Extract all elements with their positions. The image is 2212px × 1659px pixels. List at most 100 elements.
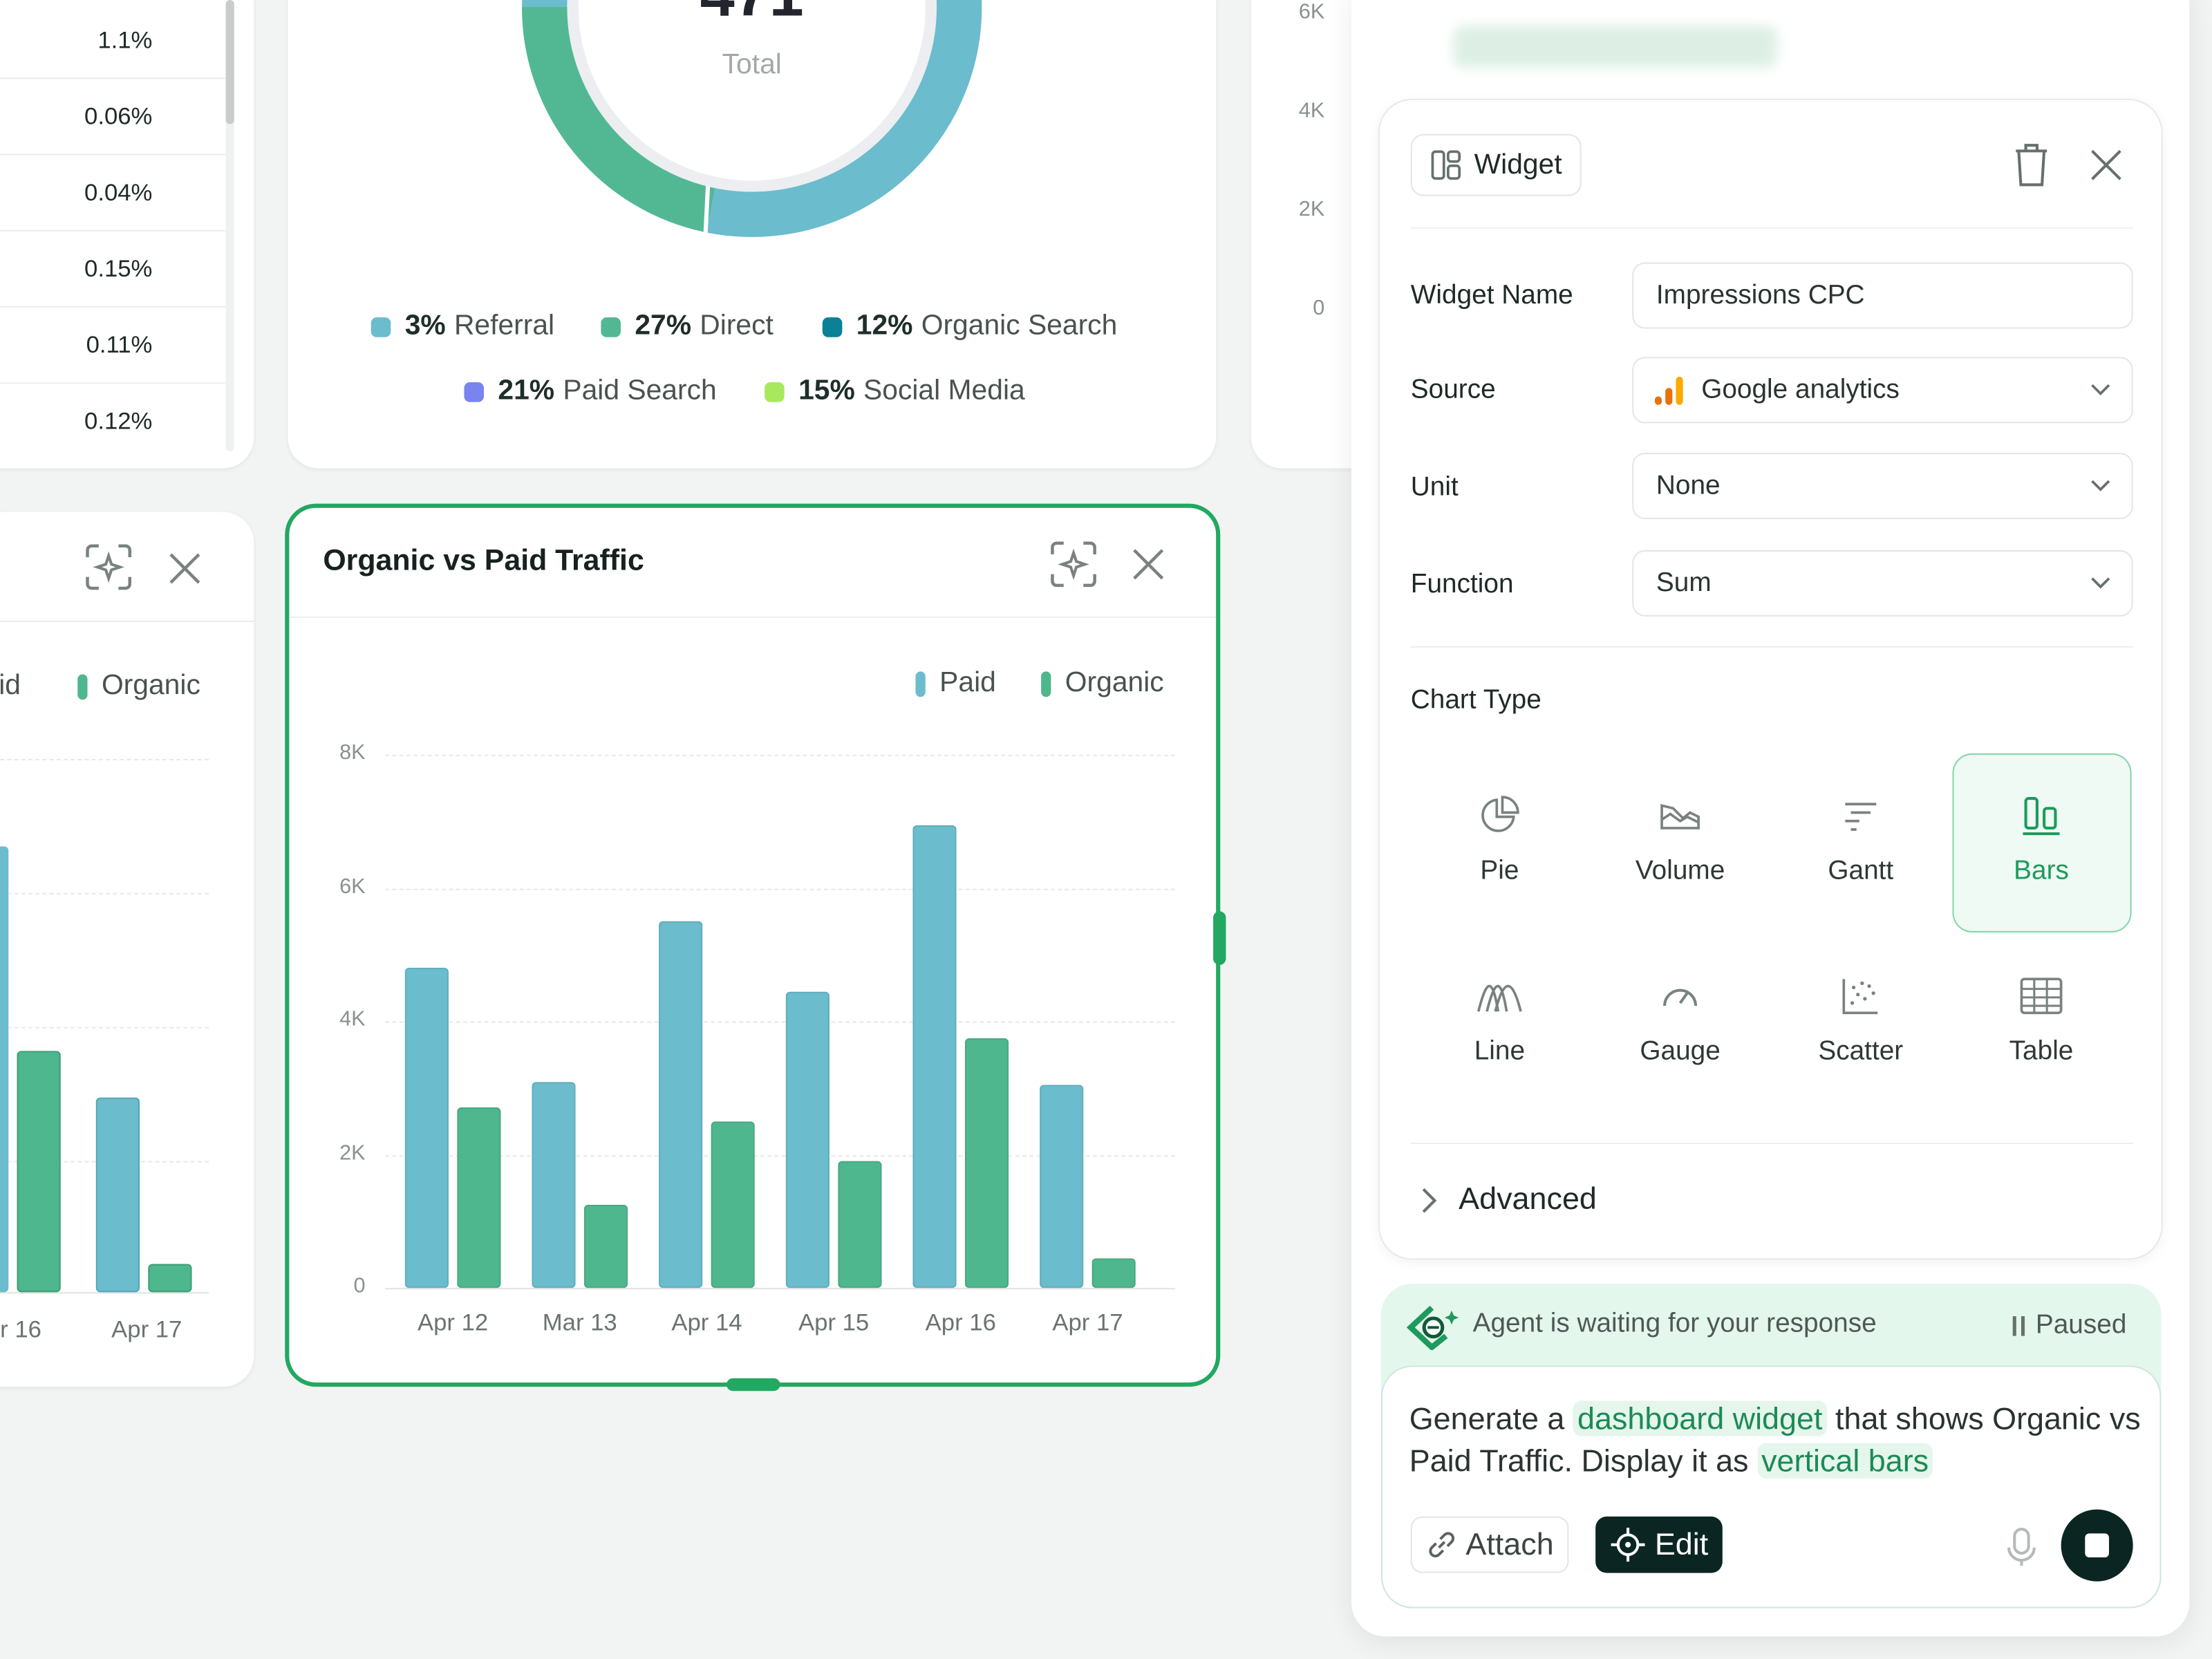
paused-indicator[interactable]: Paused: [2012, 1311, 2126, 1342]
volume-icon: [1660, 803, 1700, 830]
scatter-icon: [1842, 979, 1878, 1015]
widget-chip-label: Widget: [1474, 149, 1562, 180]
table-cell: 0.06%: [0, 79, 226, 156]
table-cell: 0.12%: [84, 407, 153, 435]
edit-button[interactable]: Edit: [1595, 1516, 1723, 1573]
unit-label: Unit: [1410, 472, 1459, 503]
crosshair-icon: [1611, 1528, 1645, 1562]
prompt-highlight: vertical bars: [1756, 1443, 1933, 1479]
chart-type-scatter[interactable]: Scatter: [1772, 975, 1949, 1068]
legend-swatch: [464, 382, 484, 402]
gridline: [385, 888, 1175, 890]
unit-select[interactable]: None: [1632, 453, 2133, 520]
legend-item-paid: aid: [0, 670, 21, 702]
function-select[interactable]: Sum: [1632, 550, 2133, 617]
source-select[interactable]: Google analytics: [1632, 357, 2133, 424]
bar-organic: [457, 1107, 501, 1288]
bar-organic: [148, 1264, 192, 1293]
gridline: [385, 1021, 1175, 1023]
blurred-previous-message: [1453, 25, 1778, 68]
y-tick-label: 2K: [339, 1140, 366, 1165]
legend-swatch: [915, 671, 926, 697]
legend-swatch: [77, 673, 88, 700]
focus-icon[interactable]: [1049, 541, 1097, 588]
prompt-highlight: dashboard widget: [1573, 1400, 1827, 1436]
chart-type-gauge[interactable]: Gauge: [1591, 975, 1769, 1068]
bar-paid: [532, 1081, 576, 1288]
legend-item-social-media: 15% Social Media: [765, 375, 1025, 408]
chart-type-line[interactable]: Line: [1411, 975, 1588, 1068]
bar-paid: [95, 1097, 140, 1293]
stop-button[interactable]: [2061, 1509, 2133, 1582]
organic-vs-paid-widget[interactable]: Organic vs Paid Traffic Paid Organic 0 2K…: [285, 503, 1226, 1391]
bar-paid: [785, 991, 830, 1288]
gantt-icon: [1845, 803, 1877, 831]
y-tick-label: 4K: [339, 1007, 366, 1031]
bar-organic: [1091, 1257, 1136, 1288]
table-cell: 0.11%: [0, 308, 226, 384]
legend-swatch: [371, 317, 391, 337]
bar-paid: [0, 846, 9, 1293]
widget-title: Organic vs Paid Traffic: [323, 544, 644, 577]
close-icon[interactable]: [168, 552, 202, 585]
x-tick-label: Apr 17: [1052, 1309, 1123, 1336]
gauge-icon: [1663, 988, 1698, 1006]
legend-swatch: [765, 382, 785, 402]
x-tick-label: Apr 12: [417, 1309, 489, 1336]
x-tick-label: Apr 15: [798, 1309, 870, 1336]
chart-type-volume[interactable]: Volume: [1591, 794, 1769, 888]
bar-chart: 0 2K 4K 6K 8K Apr 12 Mar 13 Apr 14 Apr 15 Apr 16 A…: [289, 508, 1216, 1382]
donut-chart: [522, 0, 982, 238]
legend-item-organic: Organic: [1041, 667, 1164, 700]
y-tick: 2K: [1298, 197, 1325, 222]
scrollbar-thumb[interactable]: [225, 0, 234, 124]
link-icon: [1429, 1532, 1455, 1557]
chart-type-table[interactable]: Table: [1952, 975, 2130, 1068]
microphone-icon[interactable]: [2005, 1526, 2038, 1568]
bar-organic: [711, 1121, 755, 1288]
resize-handle-right[interactable]: [1213, 911, 1226, 965]
x-tick-label: Mar 13: [542, 1309, 617, 1336]
x-tick-label: Apr 17: [111, 1316, 182, 1343]
table-icon: [2020, 977, 2063, 1015]
focus-icon[interactable]: [84, 543, 132, 591]
y-tick: 4K: [1298, 98, 1325, 123]
bar-paid: [1040, 1085, 1084, 1288]
chart-type-pie[interactable]: Pie: [1411, 794, 1588, 888]
chevron-right-icon[interactable]: [1419, 1185, 1439, 1216]
chart-type-label: Chart Type: [1410, 685, 1541, 715]
chart-type-bars[interactable]: Bars: [1952, 794, 2130, 888]
donut-segment-green: [522, 6, 717, 232]
partial-bar-chart-card: aid Organic or 16 Apr 17: [0, 512, 254, 1387]
y-tick-label: 8K: [339, 740, 366, 765]
close-icon[interactable]: [1132, 547, 1165, 581]
source-label: Source: [1410, 375, 1496, 405]
scrollbar-track[interactable]: [225, 0, 234, 452]
x-tick-label: Apr 14: [671, 1309, 742, 1336]
resize-handle-bottom[interactable]: [727, 1378, 780, 1391]
legend-swatch: [1041, 671, 1051, 697]
close-icon[interactable]: [2089, 148, 2123, 182]
chart-type-gantt[interactable]: Gantt: [1772, 794, 1949, 888]
trash-icon[interactable]: [2013, 142, 2050, 187]
donut-total-label: Total: [722, 49, 782, 81]
bar-organic: [964, 1038, 1009, 1288]
x-tick-label: Apr 16: [925, 1309, 996, 1336]
layout-icon: [1431, 150, 1461, 180]
line-icon: [1477, 984, 1522, 1012]
y-tick-label: 6K: [339, 874, 366, 898]
attach-button[interactable]: Attach: [1410, 1516, 1570, 1573]
widget-chip: Widget: [1410, 133, 1582, 196]
widget-name-input[interactable]: Impressions CPC: [1632, 262, 2133, 329]
bar-paid: [659, 921, 703, 1288]
x-tick-label: or 16: [0, 1316, 41, 1343]
bars-icon: [2023, 797, 2060, 836]
table-cell: 0.15%: [0, 232, 226, 308]
prompt-input-box[interactable]: Generate a dashboard widget that shows O…: [1380, 1365, 2162, 1609]
y-tick: 6K: [1298, 0, 1325, 24]
advanced-toggle[interactable]: Advanced: [1459, 1181, 1597, 1217]
chevron-down-icon: [2091, 577, 2110, 589]
prompt-text[interactable]: Generate a dashboard widget that shows O…: [1409, 1400, 2141, 1479]
chevron-down-icon: [2091, 480, 2110, 491]
metrics-table-card: 1.1% 0.06% 0.04% 0.15% 0.11% 0.12%: [0, 0, 254, 469]
